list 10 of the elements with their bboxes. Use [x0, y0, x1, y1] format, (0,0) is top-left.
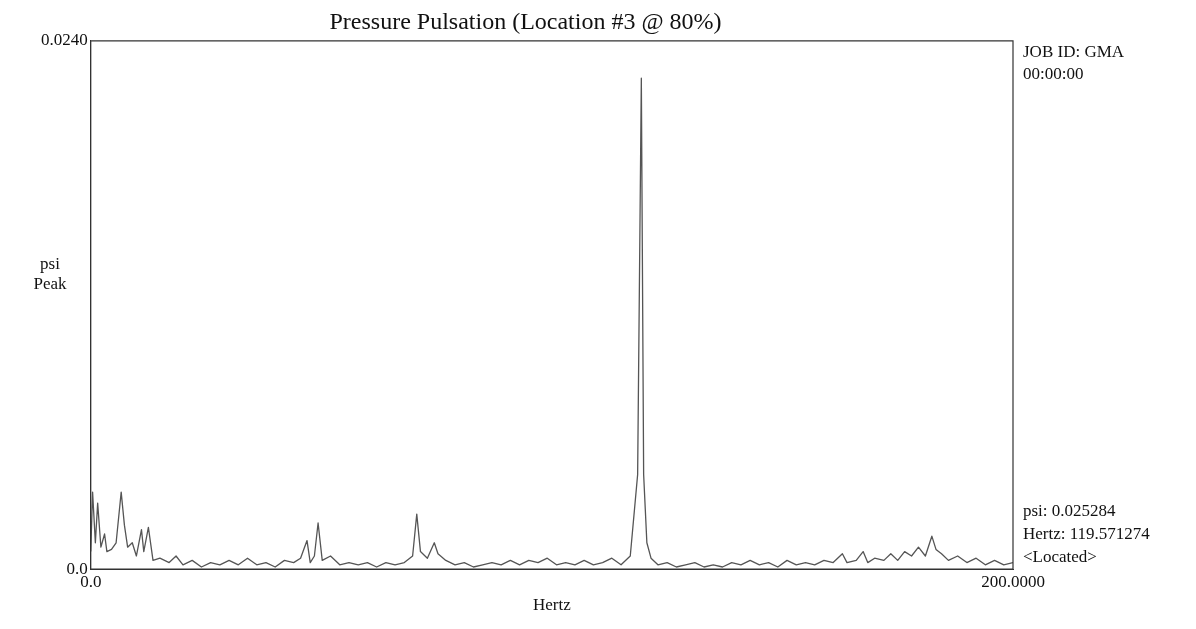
chart-title: Pressure Pulsation (Location #3 @ 80%)	[329, 7, 722, 34]
text: JOB ID: GMA	[1023, 42, 1125, 62]
y-axis-title: psi Peak	[33, 254, 68, 294]
text: psi: 0.025284	[1023, 500, 1117, 520]
text: Hertz: 119.571274	[1023, 523, 1151, 543]
x-axis-title: Hertz	[532, 595, 572, 615]
y-tick-label: 0.0240	[41, 30, 88, 50]
text: 00:00:00	[1023, 64, 1084, 84]
text: <Located>	[1023, 546, 1097, 566]
x-tick-label: 200.0000	[981, 571, 1045, 591]
